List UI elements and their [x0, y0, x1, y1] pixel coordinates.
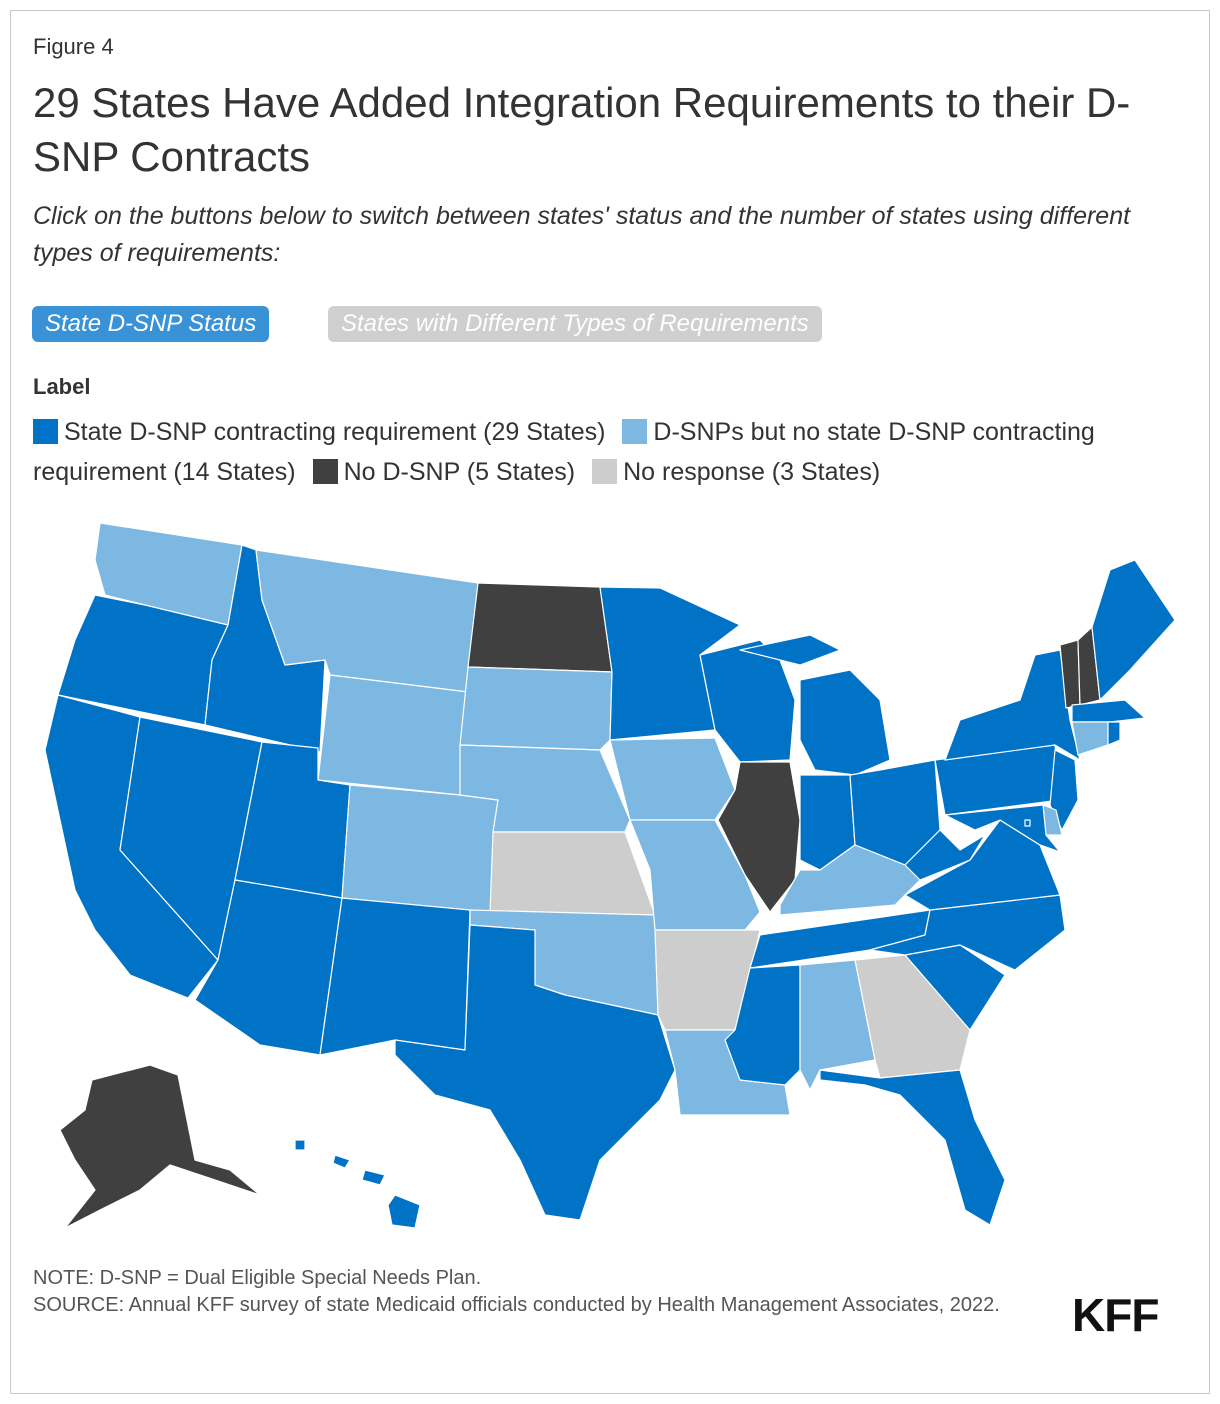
us-state-map [44, 522, 1176, 1229]
state-ma[interactable] [1071, 699, 1146, 723]
state-ks[interactable] [489, 831, 656, 916]
requirement-types-button[interactable]: States with Different Types of Requireme… [328, 306, 822, 342]
legend-label-dsnp-no-requirement: D-SNPs but no state D-SNP contracting re… [33, 418, 1095, 486]
state-fl[interactable] [819, 1069, 1006, 1226]
figure-label: Figure 4 [33, 34, 114, 59]
state-wv[interactable] [904, 829, 986, 881]
state-md[interactable] [944, 804, 1061, 853]
state-ak[interactable] [59, 1064, 261, 1229]
state-mi[interactable] [739, 634, 891, 776]
state-mo[interactable] [629, 819, 761, 931]
legend-item-dsnp-no-requirement[interactable]: D-SNPs but no state D-SNP contracting re… [33, 418, 1095, 486]
note-text: NOTE: D-SNP = Dual Eligible Special Need… [33, 1267, 482, 1289]
legend-swatch-no-dsnp [312, 459, 338, 484]
state-wi[interactable] [699, 639, 796, 763]
legend-swatch-requirement [33, 419, 58, 444]
footnote: NOTE: D-SNP = Dual Eligible Special Need… [33, 1265, 1053, 1319]
legend-swatch-no-response [592, 459, 618, 484]
state-sd[interactable] [459, 666, 613, 751]
legend-label-no-response: No response (3 States) [623, 458, 881, 486]
state-nc[interactable] [869, 894, 1066, 971]
state-ny[interactable] [944, 649, 1081, 761]
legend-item-no-dsnp[interactable]: No D-SNP (5 States) [312, 458, 576, 486]
legend-label-no-dsnp: No D-SNP (5 States) [343, 458, 576, 486]
state-nd[interactable] [467, 582, 613, 673]
legend-swatch-dsnp-no-requirement [622, 419, 648, 444]
subtitle: Click on the buttons below to switch bet… [33, 202, 1131, 267]
legend: State D-SNP contracting requirement (29 … [33, 412, 1183, 492]
state-ia[interactable] [609, 737, 736, 821]
state-ct[interactable] [1071, 721, 1109, 756]
state-nm[interactable] [319, 897, 471, 1056]
state-dc[interactable] [1024, 819, 1031, 827]
legend-item-no-response[interactable]: No response (3 States) [592, 458, 880, 486]
source-text: SOURCE: Annual KFF survey of state Medic… [33, 1294, 1000, 1316]
legend-item-requirement[interactable]: State D-SNP contracting requirement (29 … [33, 418, 605, 446]
state-dsnp-status-button[interactable]: State D-SNP Status [32, 306, 270, 342]
legend-title: Label [33, 374, 91, 399]
state-tx[interactable] [394, 924, 676, 1221]
page-title: 29 States Have Added Integration Require… [33, 79, 1131, 180]
kff-logo: KFF [1072, 1289, 1159, 1341]
legend-label-requirement: State D-SNP contracting requirement (29 … [64, 418, 606, 446]
state-me[interactable] [1091, 559, 1176, 701]
state-hi[interactable] [294, 1139, 421, 1229]
state-wy[interactable] [317, 674, 469, 796]
state-ri[interactable] [1107, 721, 1121, 746]
state-nj[interactable] [1049, 749, 1079, 831]
state-co[interactable] [341, 784, 499, 914]
state-il[interactable] [717, 761, 801, 913]
